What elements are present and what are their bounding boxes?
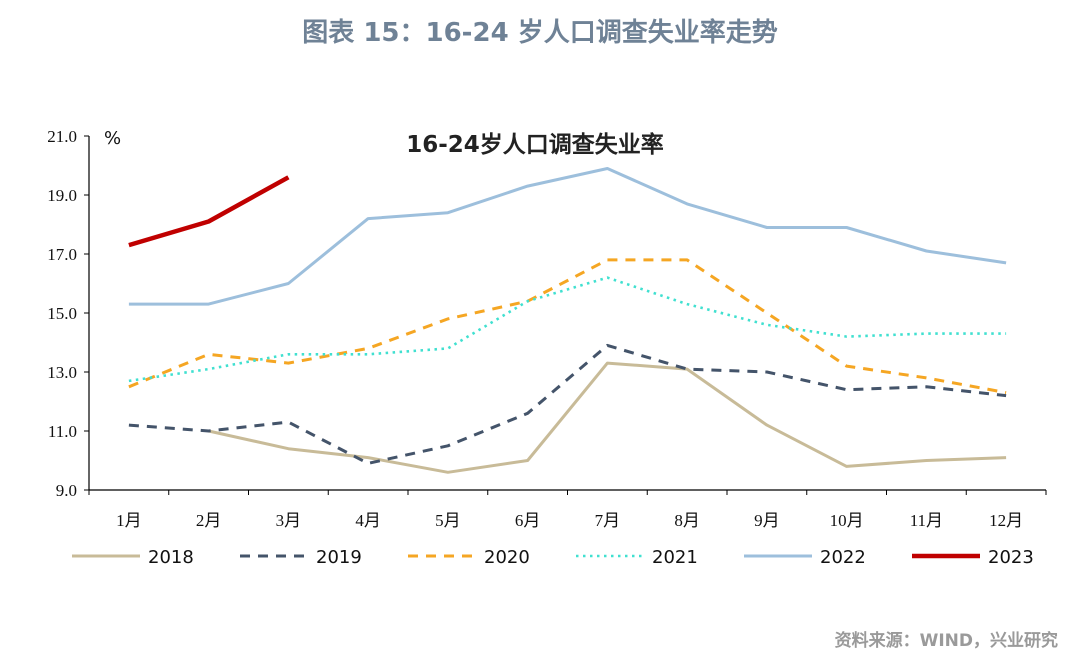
legend-label-2018: 2018 — [148, 547, 194, 568]
x-tick-label: 2月 — [196, 511, 222, 530]
chart-axes: 9.0 11.0 13.0 15.0 17.0 19.0 21.0 1月 2月 3月 4月 5月 6月 7… — [47, 127, 1047, 530]
y-tick-label: 19.0 — [47, 186, 77, 205]
x-tick-label: 8月 — [674, 511, 700, 530]
series-line-2023 — [128, 175, 290, 248]
x-tick-label: 10月 — [830, 511, 864, 530]
y-tick-label: 11.0 — [48, 422, 77, 441]
y-tick-label: 17.0 — [47, 245, 77, 264]
y-tick-label: 15.0 — [47, 304, 77, 323]
y-axis-unit-label: % — [104, 128, 121, 149]
x-tick-label: 1月 — [116, 511, 142, 530]
series-line-2021 — [128, 276, 1007, 383]
x-tick-label: 6月 — [515, 511, 541, 530]
series-line-2019 — [128, 343, 1007, 465]
series-line-2020 — [128, 258, 1007, 395]
y-tick-label: 9.0 — [56, 481, 77, 500]
figure-title: 图表 15：16-24 岁人口调查失业率走势 — [302, 18, 778, 48]
x-tick-label: 5月 — [435, 511, 461, 530]
legend-label-2019: 2019 — [316, 547, 362, 568]
series-line-2018 — [208, 361, 1007, 474]
legend-label-2020: 2020 — [484, 547, 530, 568]
x-tick-label: 12月 — [989, 511, 1023, 530]
x-tick-label: 3月 — [276, 511, 302, 530]
legend-label-2023: 2023 — [988, 547, 1034, 568]
x-tick-label: 4月 — [355, 511, 381, 530]
chart-legend: 2018 2019 2020 2021 2022 2023 — [72, 547, 1034, 568]
chart-title: 16-24岁人口调查失业率 — [406, 131, 664, 158]
x-tick-label: 11月 — [910, 511, 943, 530]
y-tick-label: 13.0 — [47, 363, 77, 382]
source-note: 资料来源：WIND，兴业研究 — [834, 631, 1058, 651]
legend-label-2022: 2022 — [820, 547, 866, 568]
y-tick-label: 21.0 — [47, 127, 77, 146]
series-line-2022 — [128, 167, 1007, 306]
legend-label-2021: 2021 — [652, 547, 698, 568]
x-tick-label: 9月 — [754, 511, 780, 530]
x-tick-label: 7月 — [595, 511, 621, 530]
chart-series — [128, 167, 1007, 474]
